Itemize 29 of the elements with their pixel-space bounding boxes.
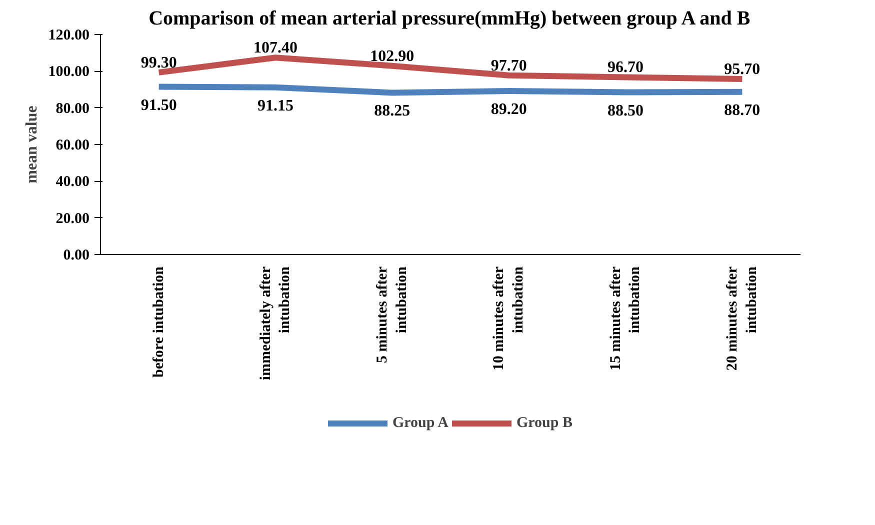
data-label: 95.70 (724, 61, 760, 78)
x-tick-label: 15 minutes after intubation (608, 266, 644, 371)
data-label: 91.50 (140, 96, 177, 114)
data-label: 107.40 (254, 40, 298, 57)
data-label: 88.50 (608, 102, 644, 120)
y-tick-label: 20.00 (56, 210, 90, 227)
x-tick-label: immediately after intubation (258, 266, 294, 380)
y-tick-label: 0.00 (63, 248, 90, 264)
x-tick-label: 20 minutes after intubation (724, 266, 760, 371)
y-tick-label: 80.00 (56, 100, 90, 117)
data-label: 89.20 (490, 100, 527, 118)
legend-label: Group A (392, 414, 448, 432)
legend-label: Group B (516, 414, 572, 432)
y-axis-title: mean value (23, 106, 40, 184)
data-label: 88.25 (374, 102, 410, 120)
y-tick-label: 120.00 (48, 28, 90, 44)
x-tick-label: 5 minutes after intubation (374, 266, 410, 364)
data-label: 91.15 (258, 97, 294, 114)
data-label: 96.70 (608, 59, 644, 76)
data-label: 88.70 (724, 102, 760, 119)
chart-title: Comparison of mean arterial pressure(mmHg) between group A and B (148, 8, 750, 30)
y-tick-label: 40.00 (56, 174, 90, 190)
y-tick-label: 60.00 (56, 138, 90, 154)
x-tick-label: 10 minutes after intubation (491, 266, 526, 371)
data-label: 102.90 (370, 48, 414, 65)
y-tick-label: 100.00 (48, 64, 90, 80)
data-label: 97.70 (490, 57, 527, 74)
data-label: 99.30 (140, 54, 177, 72)
x-tick-label: before intubation (150, 266, 167, 378)
